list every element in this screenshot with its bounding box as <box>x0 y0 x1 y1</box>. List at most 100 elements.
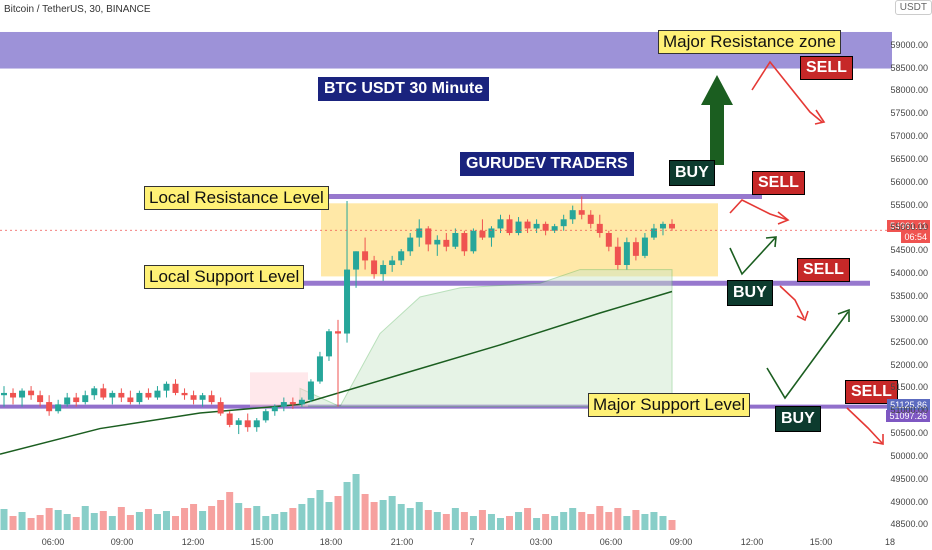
candle-body <box>100 388 107 398</box>
x-tick-label: 12:00 <box>740 537 764 547</box>
volume-bar <box>370 502 378 530</box>
volume-bar <box>0 509 8 530</box>
candle-body <box>479 230 486 238</box>
volume-bar <box>226 492 234 530</box>
candle-body <box>199 395 206 400</box>
sell-arrowhead-2 <box>796 310 809 322</box>
x-tick-label: 21:00 <box>390 537 414 547</box>
candle-body <box>298 399 305 405</box>
current-price-tag: 54961.11 <box>887 220 930 232</box>
candle-body <box>578 210 585 215</box>
sell-path-3 <box>846 407 883 444</box>
major-resistance-label: Major Resistance zone <box>658 30 841 54</box>
candle-body <box>569 210 576 220</box>
candle-body <box>217 402 224 414</box>
volume-bar <box>172 516 180 530</box>
candle-body <box>650 228 657 238</box>
candle-body <box>91 388 98 396</box>
y-tick-label: 55000.00 <box>890 222 928 233</box>
candle-body <box>335 331 341 334</box>
moving-average-line <box>0 290 673 455</box>
candle-body <box>587 214 594 224</box>
big-buy-arrow <box>701 75 733 165</box>
volume-bar <box>153 514 161 530</box>
x-tick-label: 18:00 <box>319 537 343 547</box>
candle-body <box>190 395 197 400</box>
countdown-tag: 06:54 <box>901 231 930 243</box>
volume-bar <box>496 518 504 530</box>
y-tick-label: 52000.00 <box>890 359 928 370</box>
candle-body <box>154 390 161 398</box>
volume-bar <box>623 516 631 530</box>
volume-bar <box>659 516 667 530</box>
major-support-label: Major Support Level <box>588 393 751 417</box>
volume-bar <box>551 516 559 530</box>
candle-body <box>271 406 278 412</box>
volume-bar <box>524 508 532 530</box>
x-tick-label: 15:00 <box>250 537 274 547</box>
currency-label[interactable]: USDT <box>894 0 932 15</box>
volume-bar <box>487 514 495 530</box>
candle-body <box>488 228 495 238</box>
candle-body <box>136 392 143 403</box>
candle-body <box>163 383 170 391</box>
y-tick-label: 52500.00 <box>890 336 928 347</box>
volume-bar <box>117 507 125 530</box>
volume-bar <box>190 504 198 530</box>
volume-bar <box>632 510 640 530</box>
volume-bar <box>144 509 152 530</box>
y-tick-label: 50000.00 <box>890 450 928 461</box>
y-tick-label: 53500.00 <box>890 290 928 301</box>
candle-body <box>407 237 414 252</box>
sell-arrowhead-3 <box>872 434 884 445</box>
volume-bar <box>307 498 315 530</box>
volume-bar <box>650 512 658 530</box>
buy-path-1 <box>729 236 777 276</box>
volume-bar <box>478 510 486 530</box>
candle-body <box>181 392 188 396</box>
sell-signal-2: SELL <box>797 258 850 282</box>
volume-bar <box>560 512 568 530</box>
candle-body <box>659 223 666 229</box>
candle-body <box>371 260 378 275</box>
candle-body <box>145 392 152 398</box>
y-tick-label: 58000.00 <box>890 85 928 96</box>
volume-bar <box>460 512 468 530</box>
candle-body <box>497 219 504 229</box>
volume-bar <box>406 508 414 530</box>
sell-signal-1: SELL <box>752 171 805 195</box>
x-tick-label: 09:00 <box>110 537 134 547</box>
sell-signal-top: SELL <box>800 56 853 80</box>
sell-path-top <box>751 60 823 123</box>
y-tick-label: 51500.00 <box>890 382 928 393</box>
volume-bar <box>81 506 89 530</box>
volume-bar <box>298 504 306 530</box>
volume-bar <box>451 508 459 530</box>
candle-body <box>614 246 621 265</box>
x-tick-label: 12:00 <box>181 537 205 547</box>
x-tick-label: 18 <box>884 537 896 547</box>
candle-body <box>307 381 314 400</box>
volume-bar <box>578 512 586 530</box>
buy-path-2 <box>766 311 849 400</box>
volume-bar <box>271 514 279 530</box>
volume-bar <box>388 496 396 530</box>
volume-bar <box>668 520 676 530</box>
volume-bar <box>515 512 523 530</box>
sell-path-2 <box>779 285 805 319</box>
volume-bar <box>379 500 387 530</box>
volume-bar <box>36 515 44 530</box>
volume-bar <box>181 508 189 530</box>
y-tick-label: 56000.00 <box>890 176 928 187</box>
volume-bar <box>72 517 80 530</box>
symbol-header: Bitcoin / TetherUS, 30, BINANCE <box>4 4 151 15</box>
volume-bar <box>253 506 261 530</box>
candle-body <box>434 239 441 245</box>
candle-body <box>253 420 260 428</box>
candle-body <box>262 411 269 421</box>
candle-body <box>551 226 558 231</box>
volume-bar <box>415 502 423 530</box>
volume-bar <box>217 500 225 530</box>
y-tick-label: 58500.00 <box>890 62 928 73</box>
